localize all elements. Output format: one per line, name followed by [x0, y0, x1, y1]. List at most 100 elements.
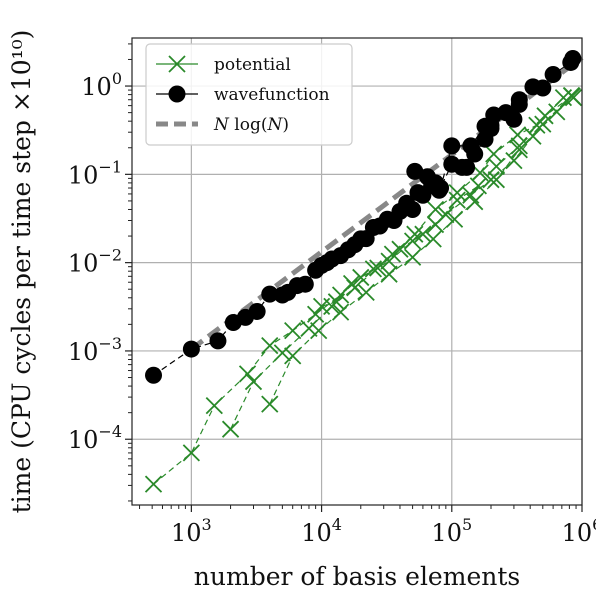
- x-tick-base: 10: [301, 519, 332, 547]
- x-marker-stroke: [445, 210, 464, 228]
- wavefunction-point: [458, 158, 476, 176]
- wavefunction-point: [510, 91, 528, 109]
- x-tick-labels: 103104105106: [171, 515, 596, 547]
- x-marker-stroke: [448, 191, 466, 209]
- wavefunction-point: [462, 137, 480, 155]
- potential-point: [383, 245, 402, 263]
- wavefunction-point: [497, 104, 515, 122]
- x-marker-stroke: [487, 171, 506, 189]
- x-tick-label: 106: [562, 515, 596, 547]
- x-marker-stroke: [369, 259, 387, 277]
- potential-point: [312, 297, 331, 315]
- potential-point: [554, 88, 573, 107]
- y-tick-base: 10: [81, 73, 112, 101]
- y-tick-exponent: −1: [98, 157, 122, 176]
- x-marker-stroke: [524, 127, 542, 145]
- x-marker-stroke: [238, 365, 257, 383]
- potential-point: [505, 151, 523, 170]
- x-marker-stroke: [534, 115, 552, 133]
- wavefunction-point: [404, 200, 422, 218]
- x-marker-stroke: [485, 145, 503, 163]
- wavefunction-point: [564, 50, 582, 68]
- potential-point: [182, 444, 201, 462]
- potential-point: [357, 283, 375, 302]
- x-marker-stroke: [424, 230, 442, 248]
- potential-point: [273, 344, 292, 362]
- legend-marker-wavefunction: [168, 85, 186, 103]
- y-tick-base: 10: [68, 161, 99, 189]
- potential-point: [424, 230, 442, 248]
- wavefunction-point: [432, 179, 450, 197]
- legend-label-wavefunction: wavefunction: [214, 85, 330, 105]
- axis-ticks: [125, 43, 583, 512]
- potential-point: [261, 395, 279, 413]
- x-marker-stroke: [364, 260, 383, 278]
- potential-point: [524, 127, 542, 145]
- potential-point: [437, 205, 455, 224]
- y-tick-label: 10−2: [68, 246, 122, 278]
- potential-point: [221, 420, 240, 438]
- x-marker-stroke: [221, 420, 240, 438]
- potential-point: [528, 116, 546, 134]
- x-tick-base: 10: [562, 519, 593, 547]
- y-tick-label: 10−4: [68, 422, 122, 454]
- x-marker-stroke: [261, 395, 279, 413]
- series-layer: [144, 50, 584, 493]
- x-marker-stroke: [352, 268, 370, 287]
- x-marker-stroke: [383, 245, 402, 263]
- potential-point: [144, 475, 163, 493]
- potential-point: [534, 115, 552, 133]
- x-marker-stroke: [244, 372, 263, 391]
- potential-point: [284, 321, 302, 340]
- x-marker-stroke: [310, 321, 328, 340]
- legend-entry-wavefunction: wavefunction: [156, 85, 330, 105]
- legend-nlogn-n2: N: [266, 115, 283, 135]
- potential-point: [485, 145, 503, 163]
- potential-point: [508, 126, 527, 144]
- wavefunction-point: [544, 66, 562, 84]
- x-marker-stroke: [284, 321, 302, 340]
- y-tick-exponent: −3: [98, 334, 122, 353]
- x-marker-stroke: [414, 225, 432, 243]
- x-marker-stroke: [505, 151, 523, 170]
- potential-point: [352, 268, 370, 287]
- x-tick-label: 104: [301, 515, 342, 547]
- y-axis-label: time (CPU cycles per time step ×10¹⁰): [7, 30, 36, 514]
- x-marker-stroke: [391, 240, 409, 258]
- wavefunction-point: [209, 332, 227, 350]
- x-marker-stroke: [273, 344, 292, 362]
- x-marker-stroke: [466, 193, 484, 211]
- x-marker-stroke: [342, 274, 361, 293]
- y-tick-label: 100: [81, 69, 122, 101]
- x-marker-stroke: [554, 88, 573, 107]
- x-tick-label: 105: [431, 515, 472, 547]
- x-marker-stroke: [312, 297, 331, 315]
- potential-point: [369, 259, 387, 277]
- x-marker-stroke: [469, 177, 488, 195]
- legend-x-marker: [168, 55, 186, 73]
- legend: potential wavefunction N log(N): [145, 43, 353, 146]
- potential-point: [205, 397, 223, 415]
- potential-point: [414, 225, 432, 243]
- x-marker-stroke: [482, 171, 500, 189]
- x-marker-stroke: [261, 336, 279, 355]
- potential-point: [403, 232, 422, 250]
- wavefunction-point: [261, 285, 279, 303]
- x-tick-exponent: 4: [332, 515, 342, 534]
- wavefunction-point: [534, 79, 552, 97]
- x-tick-exponent: 5: [462, 515, 472, 534]
- x-marker-stroke: [437, 205, 455, 224]
- x-marker-stroke: [357, 283, 375, 302]
- wavefunction-point: [296, 275, 314, 293]
- y-tick-label: 10−3: [68, 334, 122, 366]
- x-marker-stroke: [306, 305, 325, 323]
- x-marker-stroke: [144, 475, 163, 493]
- potential-point: [406, 225, 424, 243]
- potential-point: [261, 336, 279, 355]
- x-marker-stroke: [471, 164, 489, 182]
- legend-circle-marker: [168, 85, 186, 103]
- x-tick-exponent: 6: [592, 515, 596, 534]
- legend-nlogn-log: log(: [229, 115, 268, 135]
- potential-point: [306, 305, 325, 323]
